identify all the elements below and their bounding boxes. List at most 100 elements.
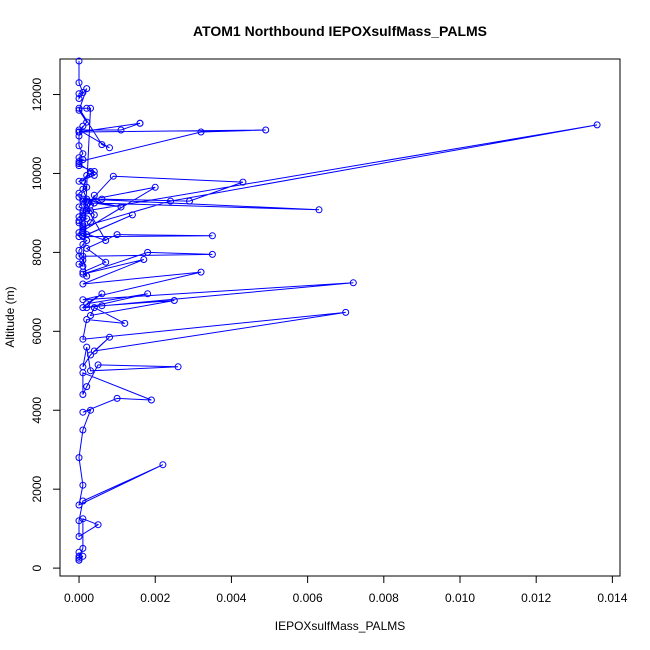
data-point [83, 304, 91, 312]
data-point [83, 272, 91, 280]
data-point [349, 279, 357, 287]
data-point [75, 158, 83, 166]
data-point [121, 319, 129, 327]
chart-title: ATOM1 Northbound IEPOXsulfMass_PALMS [193, 23, 487, 39]
data-point [79, 252, 87, 260]
data-point [79, 426, 87, 434]
y-tick-label: 4000 [30, 397, 44, 424]
data-point [79, 156, 87, 164]
data-point [593, 121, 601, 129]
data-point [186, 197, 193, 205]
data-point [79, 122, 87, 130]
data-point [262, 126, 270, 134]
data-point [75, 533, 83, 540]
data-point [79, 241, 87, 248]
data-point [102, 237, 110, 244]
data-point [83, 300, 91, 308]
data-point [79, 185, 87, 193]
data-point [79, 197, 87, 205]
x-tick-label: 0.000 [64, 591, 94, 605]
data-point [159, 461, 167, 469]
data-point [102, 258, 110, 266]
data-series [75, 57, 601, 564]
data-point [208, 232, 216, 240]
data-point [87, 104, 94, 112]
data-point [79, 497, 87, 505]
data-point [79, 481, 87, 489]
data-point [87, 312, 94, 319]
data-point [79, 280, 87, 288]
data-point [75, 160, 83, 168]
data-point [75, 517, 83, 525]
data-point [98, 141, 106, 149]
data-point [79, 270, 87, 278]
y-axis-label: Altitude (m) [3, 286, 17, 347]
data-point [75, 162, 83, 170]
data-point [79, 211, 87, 219]
data-point [342, 308, 350, 316]
data-point [83, 231, 91, 239]
data-point [87, 168, 94, 175]
data-point [75, 229, 83, 237]
data-point [79, 296, 87, 304]
y-axis: 0 2000 4000 6000 8000 10000 12000 [30, 78, 61, 571]
data-point [117, 203, 125, 211]
data-point [83, 343, 91, 351]
data-point [83, 197, 91, 205]
x-tick-label: 0.008 [369, 591, 399, 605]
data-point [79, 369, 87, 377]
x-tick-label: 0.012 [521, 591, 551, 605]
x-tick-label: 0.014 [597, 591, 627, 605]
data-point [75, 233, 83, 241]
data-point [79, 225, 87, 233]
data-point [79, 335, 87, 343]
x-tick-label: 0.010 [445, 591, 475, 605]
data-point [75, 203, 83, 211]
data-point [140, 256, 148, 263]
data-point [90, 168, 98, 175]
data-point [83, 383, 91, 391]
data-point [79, 408, 87, 416]
plot-frame [59, 58, 621, 577]
data-point [90, 171, 98, 179]
data-point [83, 85, 91, 93]
data-point [90, 211, 98, 219]
data-point [75, 217, 83, 225]
data-point [197, 268, 205, 276]
data-point [315, 206, 323, 214]
y-tick-label: 2000 [30, 476, 44, 503]
data-point [90, 191, 98, 199]
data-point [75, 501, 83, 509]
data-point [75, 142, 83, 150]
y-tick-label: 6000 [30, 318, 44, 345]
data-point [128, 211, 136, 219]
data-point [147, 396, 155, 404]
data-point [98, 302, 106, 310]
data-point [83, 215, 91, 223]
data-point [87, 201, 94, 209]
data-point [79, 89, 87, 96]
data-point [75, 90, 83, 98]
data-point [87, 170, 94, 177]
data-point [75, 219, 83, 227]
x-tick-label: 0.002 [140, 591, 170, 605]
x-axis-label: IEPOXsulfMass_PALMS [275, 619, 406, 633]
data-point [79, 233, 87, 241]
y-tick-label: 10000 [30, 156, 44, 190]
data-point [90, 304, 98, 312]
data-point [109, 172, 117, 180]
data-point [90, 199, 98, 207]
data-point [170, 297, 178, 304]
data-point [83, 118, 91, 126]
data-point [106, 144, 113, 152]
data-point [75, 554, 83, 562]
data-point [94, 521, 102, 529]
data-point [136, 119, 144, 127]
data-point [98, 290, 106, 298]
x-tick-label: 0.006 [293, 591, 323, 605]
data-point [83, 201, 91, 209]
data-point [79, 552, 87, 560]
data-point [79, 268, 87, 276]
data-point [75, 454, 83, 462]
